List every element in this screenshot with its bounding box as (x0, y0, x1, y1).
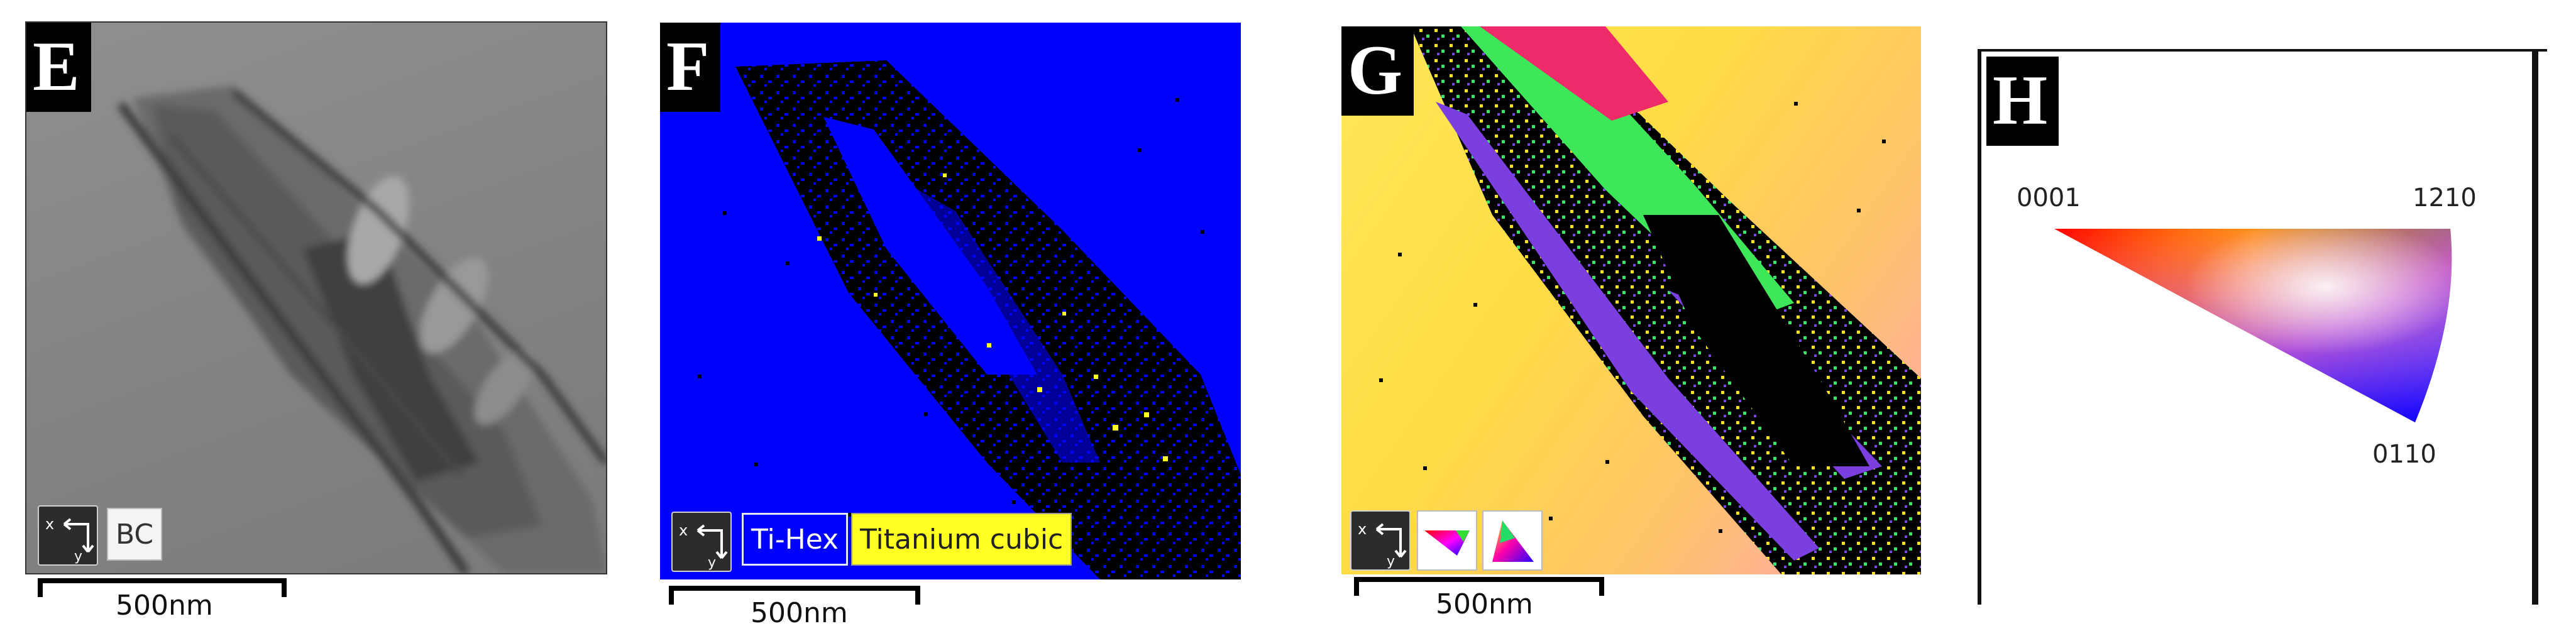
panel-border (2532, 49, 2538, 605)
ipf-triangle-icon (1482, 510, 1543, 571)
panel-h-ipf-color-key: H 0001 1210 (1978, 49, 2547, 605)
scale-bar-label: 500nm (116, 590, 213, 622)
scale-bar-label: 500nm (1436, 588, 1533, 620)
ipf-color-key-triangle (2054, 229, 2452, 422)
scale-bar-label: 500nm (751, 597, 848, 629)
legend-bc: BC (107, 508, 163, 561)
panel-letter-h: H (1986, 57, 2059, 146)
svg-text:x: x (679, 522, 688, 539)
svg-text:y: y (74, 549, 82, 564)
legend-titanium-cubic: Titanium cubic (851, 513, 1072, 566)
ipf-label-0001: 0001 (2017, 184, 2081, 212)
panel-letter-e: E (26, 23, 91, 112)
ipf-triangle-icon (1417, 510, 1477, 571)
legend-ti-hex: Ti-Hex (742, 513, 849, 566)
panel-letter-f: F (660, 23, 721, 112)
scale-bar-e: 500nm (38, 578, 287, 628)
ipf-label-0110: 0110 (2372, 440, 2436, 469)
band-contrast-image (117, 85, 606, 573)
scale-bar-g: 500nm (1354, 577, 1604, 627)
phase-map-image (698, 60, 1241, 579)
orientation-map-image (1379, 26, 1921, 574)
svg-text:y: y (708, 555, 716, 571)
svg-text:y: y (1387, 554, 1395, 569)
svg-text:x: x (45, 515, 54, 533)
scale-bar-f: 500nm (669, 586, 920, 630)
svg-text:x: x (1358, 520, 1367, 538)
ipf-label-1210: 1210 (2413, 184, 2477, 212)
panel-letter-g: G (1341, 26, 1414, 116)
